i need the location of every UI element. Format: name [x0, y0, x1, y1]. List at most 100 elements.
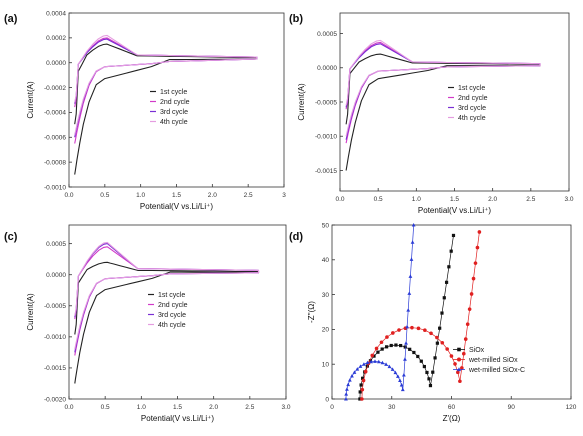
data-point	[400, 387, 405, 392]
series-line-4	[74, 34, 258, 135]
legend-label: 3rd cycle	[158, 312, 186, 319]
data-point	[355, 367, 360, 371]
data-point	[374, 346, 379, 351]
data-point	[365, 360, 370, 365]
legend-label: 1st cycle	[160, 89, 187, 96]
data-point	[422, 364, 426, 369]
data-point	[401, 372, 406, 377]
data-point	[460, 366, 464, 370]
data-point	[360, 387, 365, 392]
data-point	[431, 370, 435, 374]
data-point	[445, 347, 449, 351]
x-tick-label: 2.0	[209, 404, 218, 411]
data-point	[358, 364, 363, 368]
legend-marker	[456, 367, 462, 372]
data-point	[477, 230, 482, 234]
x-tick-label: 3	[282, 192, 286, 199]
data-point	[399, 343, 403, 348]
y-tick-label: 20	[322, 327, 330, 334]
series-line-1	[359, 235, 454, 400]
legend-label: 4th cycle	[160, 119, 188, 126]
panel-b: (b) 0.0 0.5 1.0 1.5 2.0 2.5 3.0 0.0005 0.0000 -0.0…	[289, 12, 574, 215]
series-line-2	[361, 231, 480, 400]
data-point	[403, 345, 407, 349]
y-tick-label: -0.0020	[44, 396, 66, 403]
legend-label: 1st cycle	[458, 85, 485, 92]
series-line-3	[345, 224, 415, 400]
data-point	[449, 249, 453, 253]
data-point	[361, 378, 366, 383]
data-point	[409, 257, 414, 261]
data-point	[369, 359, 374, 364]
data-point	[463, 337, 468, 341]
data-point	[435, 335, 439, 340]
data-point	[449, 354, 454, 358]
x-tick-label: 1.0	[412, 196, 421, 203]
x-tick-label: 3.0	[281, 404, 290, 411]
x-tick-label: 0	[330, 404, 334, 411]
data-point	[347, 378, 352, 382]
panel-label-d: (d)	[289, 231, 303, 243]
x-tick-label: 1.0	[136, 192, 145, 199]
data-point	[456, 370, 460, 375]
data-point	[345, 387, 349, 391]
data-point	[453, 362, 457, 366]
data-point	[344, 397, 348, 401]
data-point	[344, 392, 349, 396]
y-axis-label: Current(A)	[26, 293, 35, 331]
data-point	[408, 274, 413, 278]
data-point	[416, 354, 420, 359]
data-point	[423, 328, 427, 333]
y-tick-label: 0.0005	[317, 31, 337, 38]
data-point	[390, 367, 395, 371]
data-point	[350, 374, 354, 378]
data-point	[438, 326, 442, 330]
x-tick-label: 1.5	[450, 196, 459, 203]
data-point	[416, 326, 421, 331]
data-point	[429, 331, 433, 336]
legend-marker	[457, 357, 461, 362]
data-point	[475, 245, 480, 250]
data-point	[410, 325, 414, 330]
data-point	[433, 356, 437, 360]
legend: 1st cycle 2nd cycle 3rd cycle 4th cycle	[148, 292, 188, 329]
panel-label-a: (a)	[4, 13, 18, 25]
data-point	[384, 362, 388, 366]
data-point	[363, 369, 368, 374]
data-point	[469, 292, 474, 296]
data-point	[447, 265, 451, 269]
data-point	[346, 382, 351, 387]
x-axis-label: Potential(V vs.Li/Li⁺)	[418, 206, 491, 215]
y-tick-label: -0.0006	[44, 135, 66, 142]
data-point	[399, 382, 404, 387]
legend-label: SiOx	[469, 347, 485, 354]
data-point	[465, 322, 470, 327]
x-axis-label: Z'(Ω)	[443, 414, 461, 423]
x-tick-label: 1.5	[172, 192, 181, 199]
x-tick-label: 60	[448, 404, 456, 411]
panel-c: (c) 0.0 0.5 1.0 1.5 2.0 2.5 3.0 0.0005 0.0000 -0.0…	[4, 224, 291, 423]
data-point	[361, 376, 365, 380]
series-line-4	[345, 39, 541, 137]
data-point	[395, 374, 400, 378]
data-point	[361, 362, 366, 366]
data-point	[405, 324, 410, 329]
data-point	[385, 345, 389, 349]
data-point	[425, 370, 429, 375]
legend-label: 2nd cycle	[160, 99, 190, 106]
data-point	[473, 261, 478, 265]
data-point	[379, 340, 384, 345]
legend-label: 4th cycle	[458, 115, 486, 122]
data-point	[428, 383, 433, 388]
panel-label-c: (c)	[4, 231, 18, 243]
data-point	[461, 351, 466, 356]
data-point	[406, 308, 411, 312]
x-tick-label: 2.0	[208, 192, 217, 199]
series-line-4	[74, 241, 260, 350]
y-axis-label: Current(A)	[297, 83, 306, 121]
data-point	[373, 359, 377, 363]
y-tick-label: 0.0000	[46, 60, 66, 67]
legend-label: 3rd cycle	[160, 109, 188, 116]
data-point	[444, 280, 449, 284]
